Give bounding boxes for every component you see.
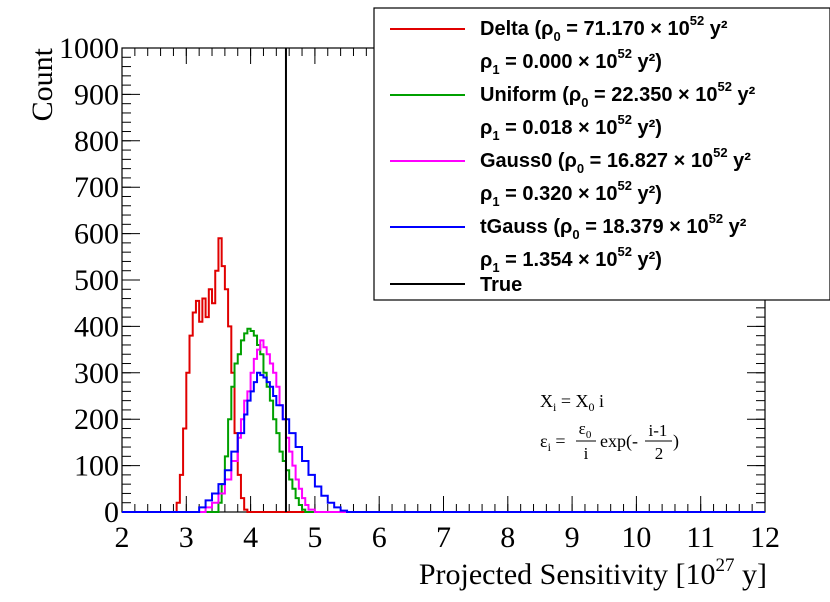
formula-frac2-num: i-1 xyxy=(649,421,668,440)
legend-label-true: True xyxy=(480,274,522,296)
legend-label-uniform: Uniform (ρ0 = 22.350 × 1052 y² xyxy=(480,79,756,110)
histogram-tgauss xyxy=(122,371,765,513)
y-tick-label: 700 xyxy=(74,171,119,204)
x-tick-label: 9 xyxy=(565,521,580,554)
y-tick-label: 600 xyxy=(74,218,119,251)
y-tick-label: 900 xyxy=(74,78,119,111)
formula-annotation: Xi = X0 i εi = ε0 i exp(- i-1 2 ) xyxy=(540,391,679,463)
y-tick-label: 800 xyxy=(74,125,119,158)
legend-box xyxy=(373,7,830,301)
histogram-uniform xyxy=(122,327,765,513)
x-axis-label: Projected Sensitivity [1027 y] xyxy=(419,555,767,591)
x-tick-label: 6 xyxy=(372,521,387,554)
x-tick-label: 8 xyxy=(500,521,515,554)
y-tick-label: 0 xyxy=(104,496,119,529)
y-tick-label: 100 xyxy=(74,450,119,483)
legend-sublabel-gauss0: ρ1 = 0.320 × 1052 y²) xyxy=(480,178,662,209)
y-tick-label: 300 xyxy=(74,357,119,390)
y-tick-label: 500 xyxy=(74,264,119,297)
y-tick-label: 400 xyxy=(74,310,119,343)
formula-close: ) xyxy=(673,431,679,452)
histogram-gauss0 xyxy=(122,339,765,513)
formula-frac1-den: i xyxy=(584,444,589,463)
x-tick-label: 11 xyxy=(686,521,715,554)
axis-tick-labels: 2 3 4 5 6 7 8 9 10 11 12 0 100 200 300 400 500 600 700 800 9… xyxy=(59,32,780,554)
x-tick-label: 12 xyxy=(750,521,780,554)
x-tick-label: 2 xyxy=(115,521,130,554)
legend-label-delta: Delta (ρ0 = 71.170 × 1052 y² xyxy=(480,13,728,44)
y-tick-label: 1000 xyxy=(59,32,119,65)
y-axis-label: Count xyxy=(26,47,59,121)
legend-sublabel-delta: ρ1 = 0.000 × 1052 y²) xyxy=(480,46,662,77)
legend-sublabel-tgauss: ρ1 = 1.354 × 1052 y²) xyxy=(480,244,662,275)
x-tick-label: 7 xyxy=(436,521,451,554)
x-tick-label: 3 xyxy=(179,521,194,554)
histogram-series xyxy=(122,237,765,513)
x-tick-label: 10 xyxy=(621,521,651,554)
formula-eps-lhs: εi = xyxy=(540,431,566,454)
legend-label-gauss0: Gauss0 (ρ0 = 16.827 × 1052 y² xyxy=(480,145,751,176)
formula-frac1-num: ε0 xyxy=(579,419,592,441)
y-tick-label: 200 xyxy=(74,403,119,436)
x-tick-label: 4 xyxy=(243,521,258,554)
formula-x: Xi = X0 i xyxy=(540,391,604,414)
legend-sublabel-uniform: ρ1 = 0.018 × 1052 y²) xyxy=(480,112,662,143)
legend-label-tgauss: tGauss (ρ0 = 18.379 × 1052 y² xyxy=(480,211,747,242)
formula-exp: exp(- xyxy=(600,431,638,452)
formula-frac2-den: 2 xyxy=(655,444,664,463)
x-tick-label: 5 xyxy=(307,521,322,554)
